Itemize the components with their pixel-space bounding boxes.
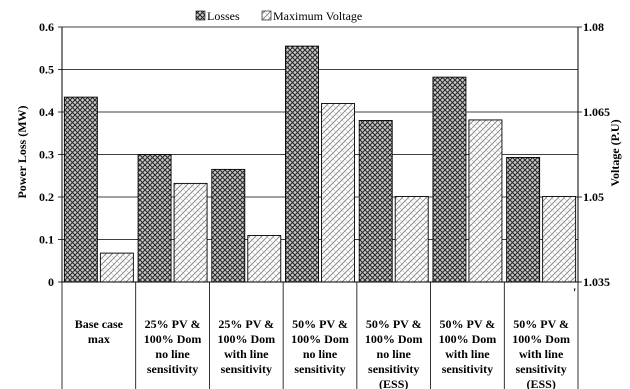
category-label-line: no line <box>155 347 190 361</box>
legend-label-voltage: Maximum Voltage <box>273 9 362 23</box>
category-label-line: with line <box>445 347 490 361</box>
category-label: 50% PV & 100% Dom no line sensitivity (ESS) <box>365 317 423 389</box>
bar-max-voltage <box>542 195 577 283</box>
y-left-tick-label: 0 <box>48 275 54 289</box>
category-label-line: 50% PV & <box>292 317 348 331</box>
tick-labels: 0 0.1 0.2 0.3 0.4 0.5 0.6 1.035 1.05 1.065 1.08 <box>39 20 610 289</box>
legend-swatch-voltage <box>261 10 272 21</box>
category-label-line: 100% Dom <box>365 332 423 346</box>
y-right-tick-label: 1.05 <box>583 190 604 204</box>
category-label-line: sensitivity <box>147 362 198 376</box>
category-label-line: with line <box>224 347 269 361</box>
category-label-line: sensitivity <box>442 362 493 376</box>
legend-swatch-losses <box>195 10 206 21</box>
legend-label-losses: Losses <box>207 9 240 23</box>
category-label: 50% PV & 100% Dom with line sensitivity <box>439 317 497 376</box>
bar-losses <box>358 120 393 283</box>
category-label-line: 50% PV & <box>513 317 569 331</box>
category-label-line: 25% PV & <box>218 317 274 331</box>
category-label-line: max <box>88 332 110 346</box>
y-left-tick-label: 0.4 <box>39 105 54 119</box>
bar-max-voltage <box>99 252 134 283</box>
bar-losses <box>506 157 541 283</box>
bar-losses <box>432 76 467 283</box>
category-label-line: with line <box>519 347 564 361</box>
category-label-line: sensitivity <box>294 362 345 376</box>
y-left-tick-label: 0.2 <box>39 190 54 204</box>
legend: Losses Maximum Voltage <box>195 9 362 23</box>
category-label-line: 100% Dom <box>512 332 570 346</box>
category-label-line: 100% Dom <box>217 332 275 346</box>
category-label-line: 50% PV & <box>366 317 422 331</box>
bar-max-voltage <box>468 119 503 283</box>
axes <box>58 26 582 389</box>
y-left-tick-label: 0.5 <box>39 63 54 77</box>
bars <box>63 45 577 283</box>
category-label-line: sensitivity <box>515 362 566 376</box>
y-right-axis-title: Voltage (P.U) <box>608 119 622 186</box>
category-label-line: 50% PV & <box>440 317 496 331</box>
category-label-line: sensitivity <box>221 362 272 376</box>
category-label: 25% PV & 100% Dom with line sensitivity <box>217 317 275 376</box>
category-label-line: Base case <box>75 317 124 331</box>
category-label-line: 25% PV & <box>145 317 201 331</box>
bar-max-voltage <box>394 195 429 283</box>
bar-losses <box>63 96 98 283</box>
bar-losses <box>285 45 319 283</box>
bar-losses <box>137 154 172 283</box>
category-label-line: 100% Dom <box>291 332 349 346</box>
category-label-line: (ESS) <box>526 377 555 389</box>
category-label-line: (ESS) <box>379 377 408 389</box>
category-label: 25% PV & 100% Dom no line sensitivity <box>144 317 202 376</box>
category-label-line: sensitivity <box>368 362 419 376</box>
category-label-line: no line <box>303 347 338 361</box>
y-right-tick-label: 1.065 <box>583 105 610 119</box>
y-right-tick-label: 1.035 <box>583 275 610 289</box>
bar-max-voltage <box>321 103 355 283</box>
bar-max-voltage <box>247 235 282 283</box>
category-label: 50% PV & 100% Dom with line sensitivity (ESS… <box>512 317 570 389</box>
y-right-tick-label: 1.08 <box>583 20 604 34</box>
annotation-mark: ' <box>573 285 576 299</box>
bar-losses <box>211 168 246 283</box>
bar-max-voltage <box>173 182 208 283</box>
category-label: 50% PV & 100% Dom no line sensitivity <box>291 317 349 376</box>
y-left-axis-title: Power Loss (MW) <box>15 105 29 198</box>
category-label: Base case max <box>75 317 124 346</box>
category-label-line: 100% Dom <box>439 332 497 346</box>
y-left-tick-label: 0.3 <box>39 148 54 162</box>
y-left-tick-label: 0.6 <box>39 20 54 34</box>
category-label-line: no line <box>377 347 412 361</box>
y-left-tick-label: 0.1 <box>39 233 54 247</box>
category-label-line: 100% Dom <box>144 332 202 346</box>
